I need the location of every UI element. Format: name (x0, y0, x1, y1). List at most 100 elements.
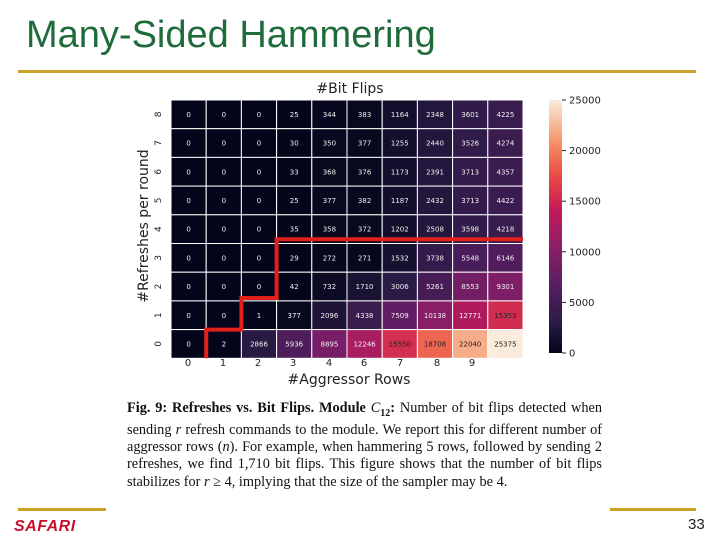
heatmap-cell-label: 5261 (426, 283, 444, 291)
heatmap-cell-label: 271 (358, 254, 371, 262)
heatmap-cell-label: 6146 (496, 254, 514, 262)
heatmap-cell-label: 3601 (461, 111, 479, 119)
caption-var-n: n (222, 439, 230, 456)
heatmap-cell-label: 25 (290, 197, 299, 205)
heatmap-cell (311, 185, 348, 216)
heatmap-cell-label: 1532 (391, 254, 409, 262)
heatmap-cell (381, 300, 418, 331)
heatmap-cell (170, 271, 207, 302)
heatmap-cell (416, 300, 454, 331)
heatmap-cell (452, 243, 489, 273)
y-tick-label: 0 (154, 341, 164, 347)
heatmap-cell (416, 156, 454, 187)
caption-colon: : (390, 400, 396, 416)
colorbar-tick-label: 20000 (569, 146, 601, 157)
y-tick-label: 7 (154, 140, 164, 146)
caption-text-1: Number of bit flips detected when sendin… (127, 400, 602, 439)
heatmap-cell (276, 300, 313, 331)
x-tick-label: 9 (469, 358, 475, 369)
heatmap-cell-label: 0 (257, 226, 261, 234)
caption-text-4: ≥ 4, implying that the size of the sampl… (213, 473, 508, 490)
heatmap-cell-label: 0 (257, 197, 261, 205)
x-tick-labels: 0 1 2 3 4 6 7 8 9 (185, 358, 475, 369)
heatmap-cell-label: 377 (288, 312, 301, 320)
heatmap-cell-label: 0 (186, 226, 190, 234)
heatmap-cell-label: 1173 (391, 168, 409, 176)
heatmap-cell-label: 8553 (461, 283, 479, 291)
heatmap-cell-label: 0 (222, 168, 226, 176)
heatmap-cell-label: 0 (222, 283, 226, 291)
heatmap-cell-label: 0 (257, 168, 261, 176)
heatmap-cell (205, 329, 242, 359)
caption-module-name: C12 (370, 400, 391, 419)
y-tick-labels: 8 7 6 5 4 3 2 1 0 (154, 111, 164, 347)
heatmap-cell-label: 0 (222, 226, 226, 234)
footer-rule-left (18, 508, 106, 511)
heatmap-cell (452, 300, 489, 331)
heatmap-cell-label: 5936 (285, 340, 303, 348)
heatmap-cell-label: 8895 (320, 340, 338, 348)
heatmap-cell (276, 99, 313, 130)
heatmap-cell-label: 0 (186, 111, 190, 119)
x-tick-label: 1 (220, 358, 226, 369)
heatmap-cell-label: 0 (186, 312, 190, 320)
heatmap-cell-label: 9301 (496, 283, 514, 291)
heatmap-cell-label: 1255 (391, 140, 409, 148)
heatmap-cell-label: 0 (186, 254, 190, 262)
heatmap-cell-label: 12771 (459, 312, 481, 320)
heatmap-cell-label: 2391 (426, 168, 444, 176)
caption-fig-label: Fig. 9: (127, 400, 168, 416)
heatmap-cell (452, 99, 489, 130)
heatmap-cell (452, 156, 489, 187)
heatmap-cell (381, 271, 418, 302)
colorbar-tick-label: 25000 (569, 96, 601, 107)
slide-title: Many-Sided Hammering (26, 14, 436, 56)
y-axis-label: #Refreshes per round (136, 149, 152, 302)
heatmap-cell (381, 185, 418, 216)
heatmap-cell-label: 4274 (496, 140, 514, 148)
caption-module-label: Module (319, 400, 366, 416)
heatmap-cell-label: 3713 (461, 168, 479, 176)
heatmap-cell-label: 25375 (494, 340, 516, 348)
heatmap-cell-label: 2348 (426, 111, 444, 119)
heatmap-cell-label: 350 (323, 140, 336, 148)
y-tick-label: 4 (154, 226, 164, 232)
colorbar-tick-label: 5000 (569, 298, 594, 309)
heatmap-cell (311, 300, 348, 331)
safari-logo: SAFARI (14, 518, 76, 535)
heatmap-cell-label: 0 (222, 140, 226, 148)
heatmap-cell (346, 329, 383, 359)
heatmap-cell-label: 22040 (459, 340, 481, 348)
heatmap-cell (346, 99, 383, 130)
heatmap-cell-label: 0 (222, 254, 226, 262)
heatmap-cell-label: 5548 (461, 254, 479, 262)
x-tick-label: 3 (290, 358, 296, 369)
x-tick-label: 0 (185, 358, 191, 369)
caption-module-letter: C (370, 400, 381, 416)
x-tick-label: 6 (361, 358, 367, 369)
heatmap-cell-label: 2866 (250, 340, 268, 348)
heatmap-cell-label: 33 (290, 168, 299, 176)
heatmap-cell-label: 0 (257, 254, 261, 262)
heatmap-cell-label: 7509 (391, 312, 409, 320)
heatmap-cell (346, 271, 383, 302)
heatmap-cell-label: 2508 (426, 226, 444, 234)
heatmap-cell-label: 15353 (494, 312, 516, 320)
heatmap-cell-label: 383 (358, 111, 371, 119)
heatmap-cell-label: 35 (290, 226, 299, 234)
heatmap-cell-label: 0 (222, 197, 226, 205)
heatmap-cell (452, 128, 489, 158)
caption-module-sub: 12 (380, 407, 391, 419)
heatmap-cell-label: 1710 (356, 283, 374, 291)
heatmap-cell-label: 1187 (391, 197, 409, 205)
colorbar (549, 100, 562, 353)
heatmap-cell (170, 99, 207, 130)
heatmap-cell (416, 128, 454, 158)
x-tick-label: 7 (397, 358, 403, 369)
highlight-boundary-line (204, 237, 523, 359)
heatmap-cell (240, 214, 278, 245)
heatmap-cell-label: 25 (290, 111, 299, 119)
heatmap-cell (276, 156, 313, 187)
heatmap-cell (205, 156, 242, 187)
